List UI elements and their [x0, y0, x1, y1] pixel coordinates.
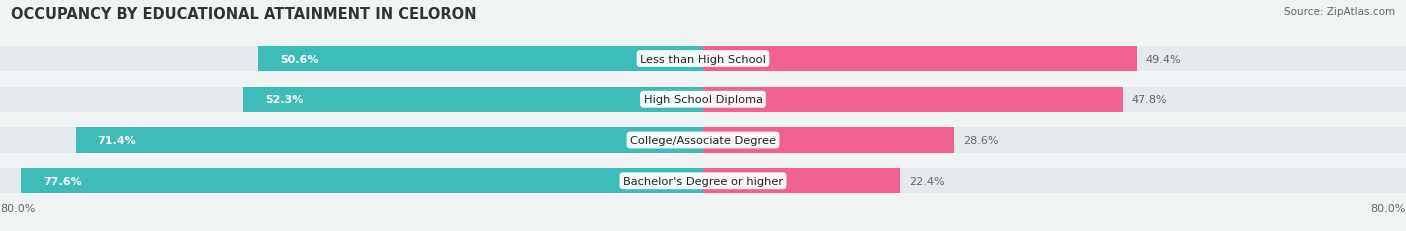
- Bar: [259, 47, 703, 72]
- Bar: [703, 87, 1406, 112]
- Text: 77.6%: 77.6%: [44, 176, 82, 186]
- Text: 28.6%: 28.6%: [963, 135, 998, 145]
- Text: High School Diploma: High School Diploma: [644, 95, 762, 105]
- Bar: [0, 87, 703, 112]
- Bar: [703, 168, 900, 194]
- Text: Bachelor's Degree or higher: Bachelor's Degree or higher: [623, 176, 783, 186]
- Bar: [703, 128, 955, 153]
- Text: 22.4%: 22.4%: [908, 176, 945, 186]
- Bar: [0, 168, 703, 194]
- Bar: [703, 47, 1406, 72]
- Text: 80.0%: 80.0%: [0, 203, 35, 213]
- Bar: [0, 128, 703, 153]
- Bar: [0, 47, 703, 72]
- Text: OCCUPANCY BY EDUCATIONAL ATTAINMENT IN CELORON: OCCUPANCY BY EDUCATIONAL ATTAINMENT IN C…: [11, 7, 477, 22]
- Bar: [243, 87, 703, 112]
- Text: 52.3%: 52.3%: [266, 95, 304, 105]
- Text: Less than High School: Less than High School: [640, 54, 766, 64]
- Bar: [703, 128, 1406, 153]
- Text: Source: ZipAtlas.com: Source: ZipAtlas.com: [1284, 7, 1395, 17]
- Text: 71.4%: 71.4%: [97, 135, 136, 145]
- Bar: [21, 168, 703, 194]
- Text: 47.8%: 47.8%: [1132, 95, 1167, 105]
- Text: 80.0%: 80.0%: [1371, 203, 1406, 213]
- Bar: [76, 128, 703, 153]
- Bar: [703, 47, 1137, 72]
- Bar: [703, 87, 1123, 112]
- Text: 49.4%: 49.4%: [1146, 54, 1181, 64]
- Bar: [703, 168, 1406, 194]
- Text: College/Associate Degree: College/Associate Degree: [630, 135, 776, 145]
- Text: 50.6%: 50.6%: [280, 54, 319, 64]
